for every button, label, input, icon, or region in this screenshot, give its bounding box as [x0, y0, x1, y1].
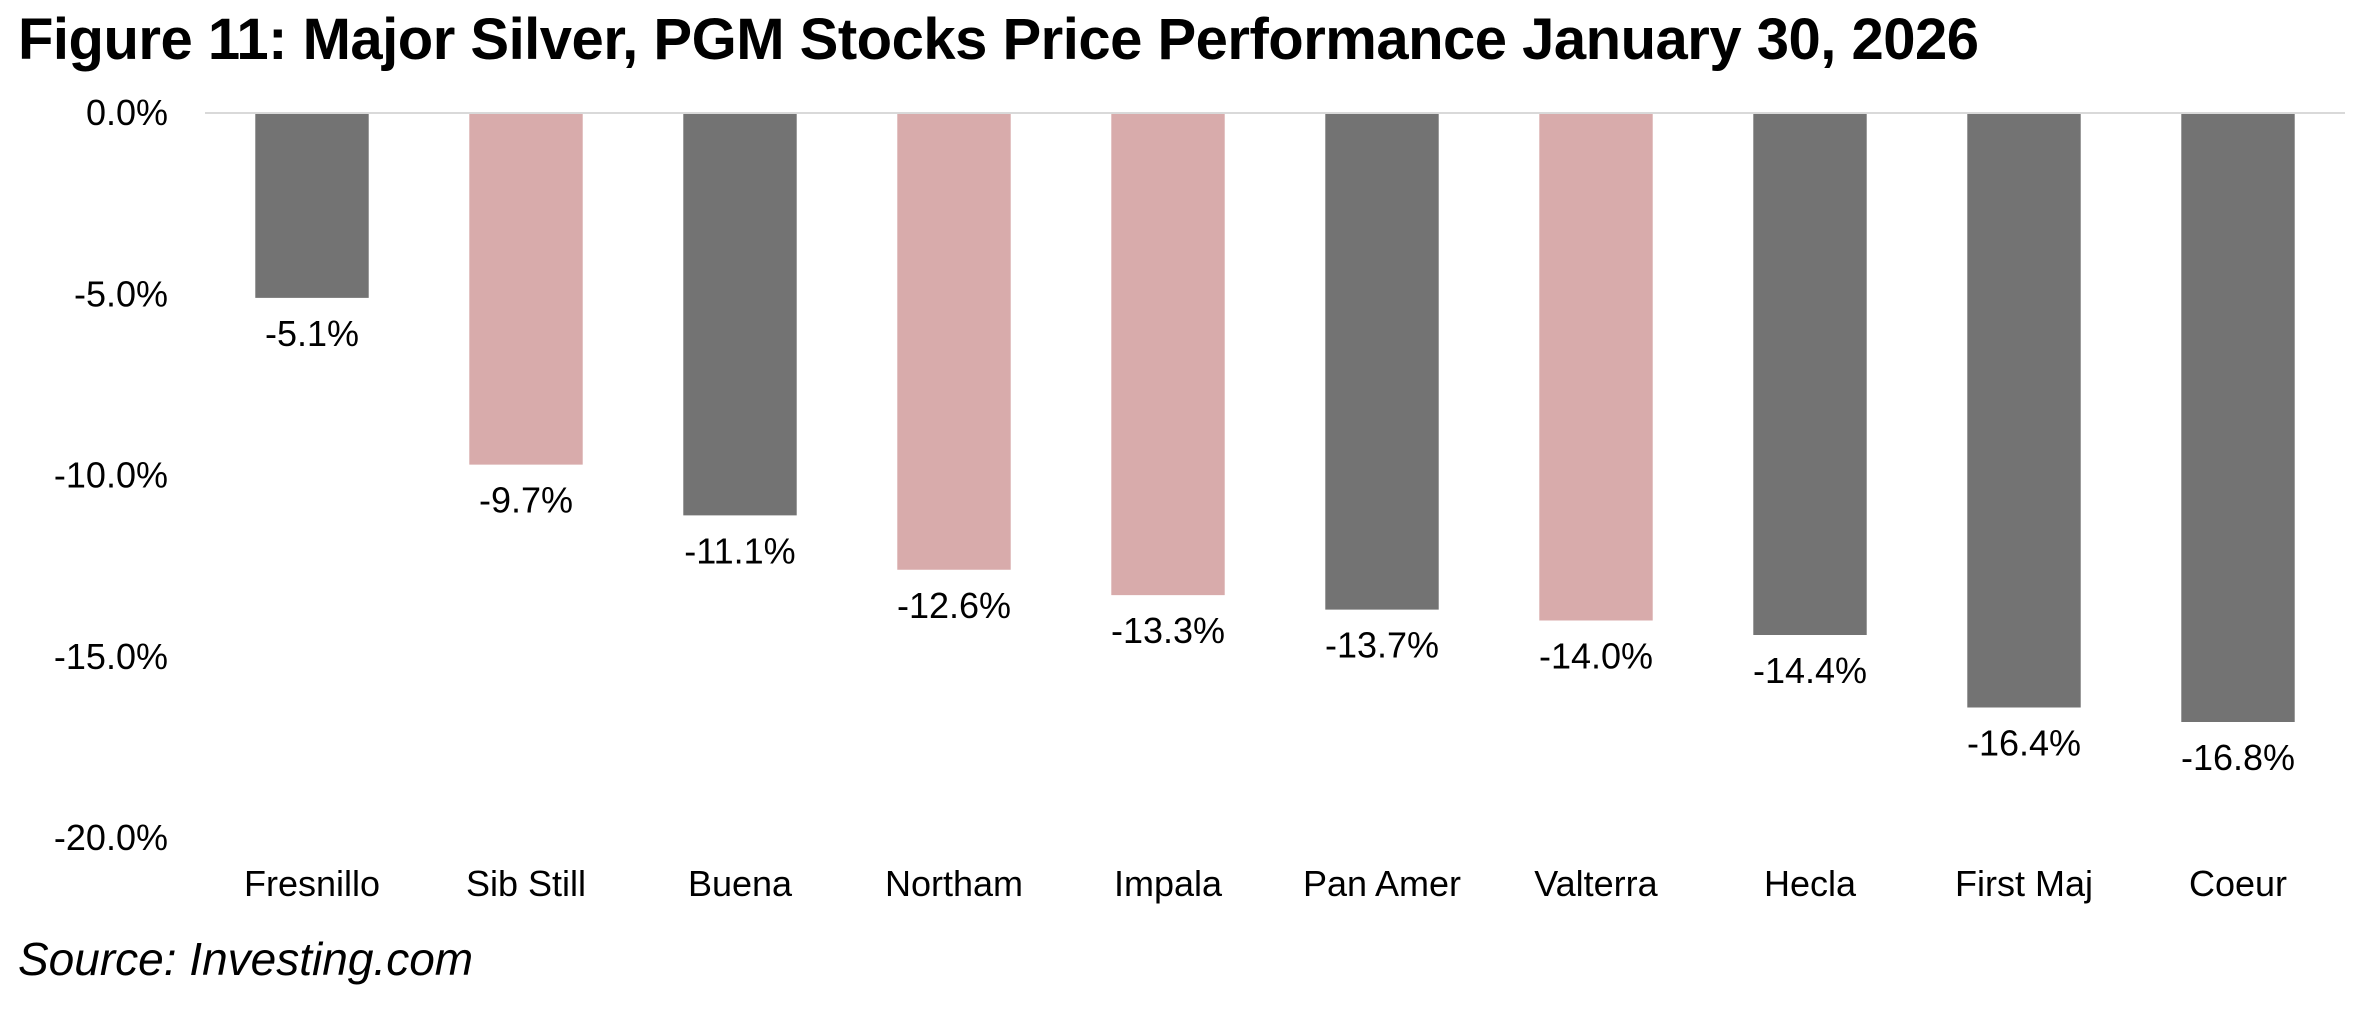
bar [1967, 113, 2081, 708]
y-tick-label: -20.0% [54, 817, 168, 858]
bar [683, 113, 797, 516]
data-label: -13.3% [1111, 610, 1225, 651]
bar [255, 113, 369, 298]
data-label: -12.6% [897, 585, 1011, 626]
data-label: -14.4% [1753, 650, 1867, 691]
y-tick-label: -5.0% [74, 273, 168, 314]
category-label: Buena [688, 863, 793, 904]
category-label: Valterra [1534, 863, 1658, 904]
category-label: Fresnillo [244, 863, 380, 904]
category-label: Sib Still [466, 863, 586, 904]
category-label: Coeur [2189, 863, 2287, 904]
data-label: -13.7% [1325, 625, 1439, 666]
bar [1325, 113, 1439, 610]
data-label: -14.0% [1539, 636, 1653, 677]
bar [1111, 113, 1225, 596]
category-label: Northam [885, 863, 1023, 904]
category-label: First Maj [1955, 863, 2093, 904]
bar [469, 113, 583, 465]
data-label: -5.1% [265, 313, 359, 354]
category-label: Impala [1114, 863, 1223, 904]
data-label: -11.1% [684, 530, 795, 571]
y-tick-label: -10.0% [54, 455, 168, 496]
data-label: -16.4% [1967, 723, 2081, 764]
y-tick-label: -15.0% [54, 636, 168, 677]
y-tick-label: 0.0% [86, 92, 168, 133]
bar [2181, 113, 2295, 722]
source-note: Source: Investing.com [18, 933, 474, 985]
data-label: -16.8% [2181, 737, 2295, 778]
bar [897, 113, 1011, 570]
data-label: -9.7% [479, 480, 573, 521]
chart-title: Figure 11: Major Silver, PGM Stocks Pric… [18, 7, 1979, 72]
bar [1539, 113, 1653, 621]
category-label: Hecla [1764, 863, 1857, 904]
category-label: Pan Amer [1303, 863, 1461, 904]
bar [1753, 113, 1867, 635]
